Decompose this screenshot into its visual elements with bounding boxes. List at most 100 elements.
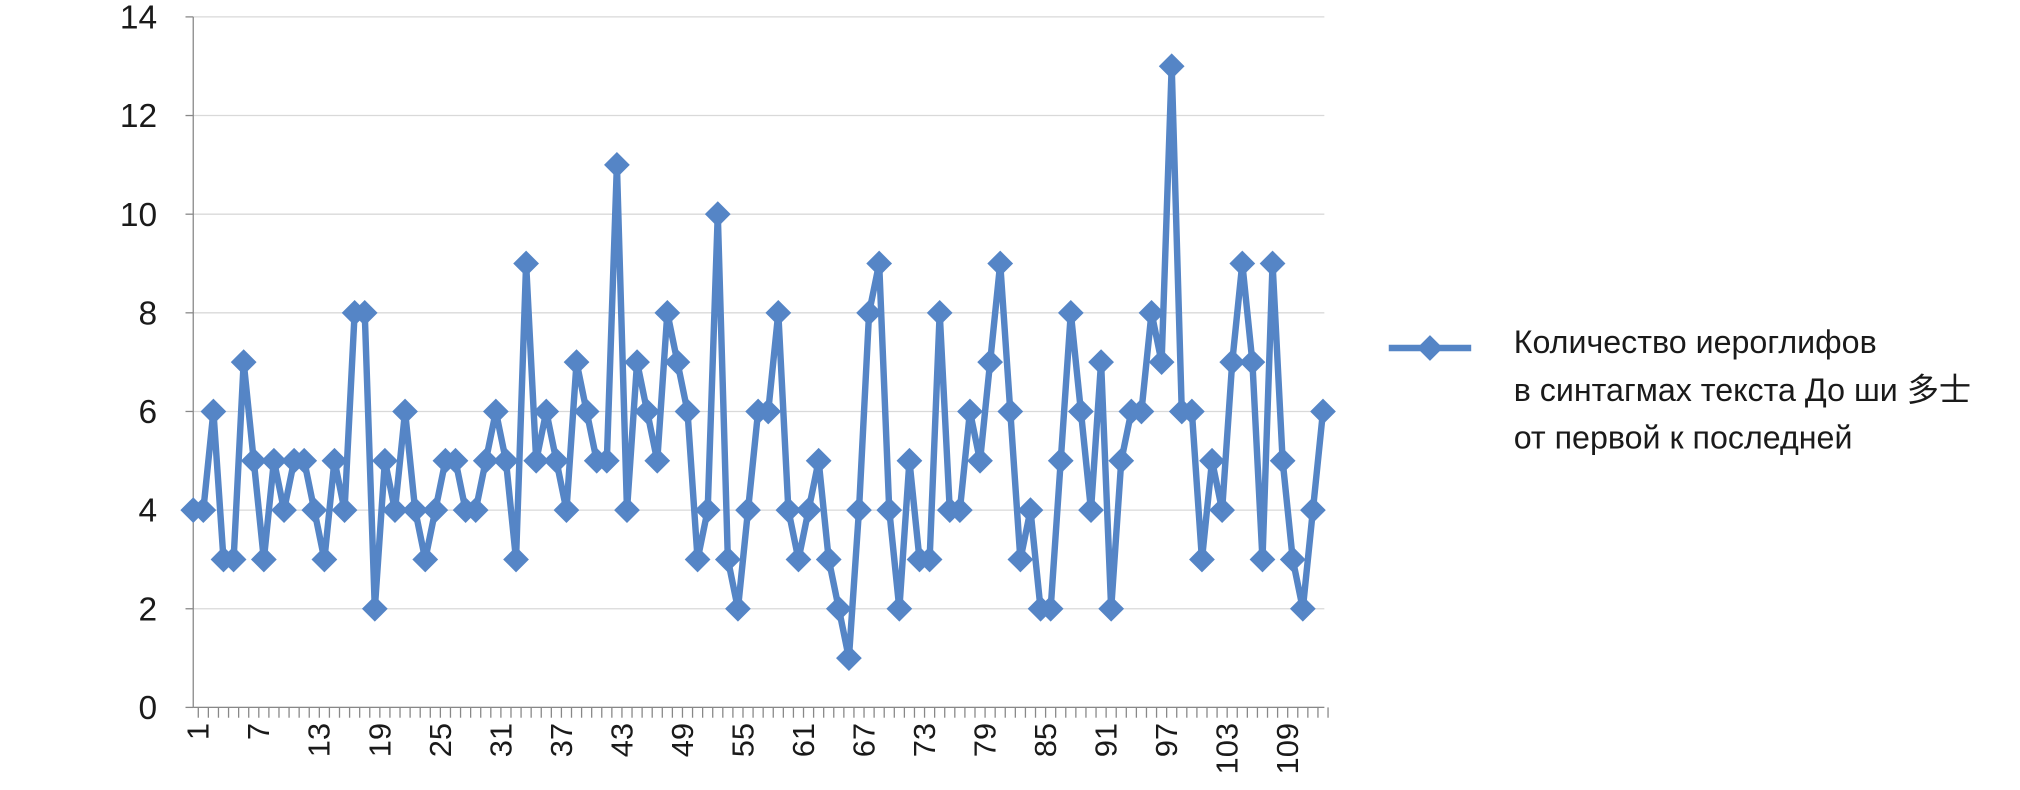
marker	[1017, 497, 1044, 523]
marker	[301, 497, 328, 523]
marker	[694, 497, 721, 523]
marker	[805, 447, 832, 474]
y-tick-label: 4	[139, 493, 158, 530]
marker	[896, 447, 923, 474]
marker	[654, 299, 681, 326]
x-tick-label: 37	[544, 723, 579, 757]
x-tick-label: 49	[665, 723, 700, 757]
marker	[1300, 497, 1326, 523]
marker	[372, 447, 398, 474]
marker	[916, 546, 943, 573]
x-tick-label: 1	[181, 723, 216, 740]
marker	[493, 447, 519, 474]
marker	[644, 447, 671, 474]
marker	[593, 447, 620, 474]
marker	[1088, 349, 1114, 376]
marker	[1138, 299, 1165, 326]
marker	[725, 595, 751, 622]
y-tick-label: 14	[120, 0, 157, 36]
marker	[331, 497, 358, 523]
marker	[624, 349, 650, 376]
x-tick-label: 103	[1210, 723, 1245, 775]
marker	[1259, 250, 1286, 277]
marker	[1098, 595, 1125, 622]
marker	[876, 497, 903, 523]
marker	[664, 349, 691, 376]
marker	[946, 497, 973, 523]
marker	[1209, 497, 1236, 523]
y-tick-label: 12	[120, 98, 157, 135]
marker	[1189, 546, 1215, 573]
marker	[402, 497, 429, 523]
y-tick-label: 10	[120, 197, 157, 234]
marker	[1158, 53, 1185, 80]
x-tick-label: 55	[725, 723, 760, 757]
x-tick-label: 67	[846, 723, 881, 757]
marker	[775, 497, 802, 523]
marker	[392, 398, 418, 425]
marker	[523, 447, 550, 474]
legend-box: Количество иероглифов в синтагмах текста…	[1513, 324, 1972, 457]
marker	[957, 398, 983, 425]
marker	[987, 250, 1014, 277]
marker	[271, 497, 297, 523]
legend-label: Количество иероглифов в синтагмах текста…	[1513, 324, 1972, 457]
marker	[1279, 546, 1306, 573]
x-tick-label: 73	[907, 723, 942, 757]
y-tick-label: 6	[139, 394, 158, 431]
marker	[886, 595, 913, 622]
marker	[412, 546, 439, 573]
marker	[422, 497, 449, 523]
x-tick-label: 7	[241, 723, 276, 740]
marker	[1229, 250, 1256, 277]
x-tick-label: 91	[1089, 723, 1124, 757]
marker	[604, 151, 630, 178]
marker	[230, 349, 257, 376]
marker	[261, 447, 287, 474]
marker	[200, 398, 227, 425]
x-tick-label: 19	[362, 723, 397, 757]
marker	[291, 447, 318, 474]
y-tick-label: 0	[139, 690, 158, 727]
marker	[563, 349, 590, 376]
y-tick-label: 2	[139, 591, 158, 628]
x-tick-label: 61	[786, 723, 821, 757]
marker	[1239, 349, 1266, 376]
marker	[311, 546, 338, 573]
marker	[1007, 546, 1034, 573]
marker	[735, 497, 761, 523]
x-tick-label: 85	[1028, 723, 1063, 757]
marker	[785, 546, 812, 573]
marker	[240, 447, 267, 474]
marker	[926, 299, 953, 326]
marker	[765, 299, 792, 326]
marker	[472, 447, 499, 474]
marker	[1199, 447, 1225, 474]
marker	[634, 398, 661, 425]
marker	[553, 497, 580, 523]
marker	[704, 201, 731, 228]
marker	[815, 546, 842, 573]
marker	[846, 497, 872, 523]
marker	[856, 299, 882, 326]
x-tick-label: 25	[423, 723, 458, 757]
marker	[573, 398, 600, 425]
marker	[1148, 349, 1175, 376]
y-tick-label: 8	[139, 295, 158, 332]
x-tick-label: 79	[967, 723, 1002, 757]
x-tick-label: 109	[1270, 723, 1305, 775]
x-tick-label: 43	[604, 723, 639, 757]
marker	[977, 349, 1004, 376]
marker	[482, 398, 509, 425]
marker	[503, 546, 529, 573]
marker	[614, 497, 640, 523]
marker	[1269, 447, 1296, 474]
marker	[533, 398, 560, 425]
marker	[1249, 546, 1276, 573]
marker	[321, 447, 348, 474]
marker	[1310, 398, 1336, 425]
marker	[190, 497, 217, 523]
marker	[382, 497, 408, 523]
